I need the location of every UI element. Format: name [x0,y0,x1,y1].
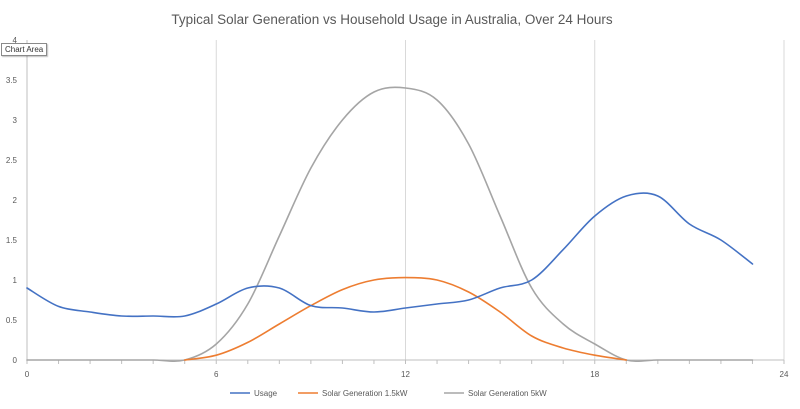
series-layer [26,86,754,362]
y-tick-label: 1 [13,276,18,285]
x-tick-label: 0 [25,370,30,379]
series-line-solar-generation-5kw [26,86,754,362]
y-tick-label: 1.5 [6,236,18,245]
x-tick-label: 6 [214,370,219,379]
x-tick-label: 18 [590,370,599,379]
legend-label-usage: Usage [254,389,278,398]
series-line-solar-generation-1-5kw [183,276,628,361]
y-tick-label: 2.5 [6,156,18,165]
legend: Usage Solar Generation 1.5kW Solar Generat… [230,389,547,398]
x-tick-label: 12 [401,370,410,379]
x-tick-label: 24 [780,370,789,379]
y-tick-label: 3 [13,116,18,125]
y-tick-label: 0 [13,356,18,365]
chart-title: Typical Solar Generation vs Household Us… [171,12,612,27]
series-line-usage [26,192,754,318]
grid [215,40,785,360]
y-tick-label: 4 [13,36,18,45]
y-tick-label: 3.5 [6,76,18,85]
y-tick-label: 2 [13,196,18,205]
legend-label-solar-generation-5kw: Solar Generation 5kW [468,389,547,398]
chart-area-tooltip: Chart Area [1,43,48,56]
y-tick-label: 0.5 [6,316,18,325]
legend-label-solar-generation-1-5kw: Solar Generation 1.5kW [322,389,408,398]
